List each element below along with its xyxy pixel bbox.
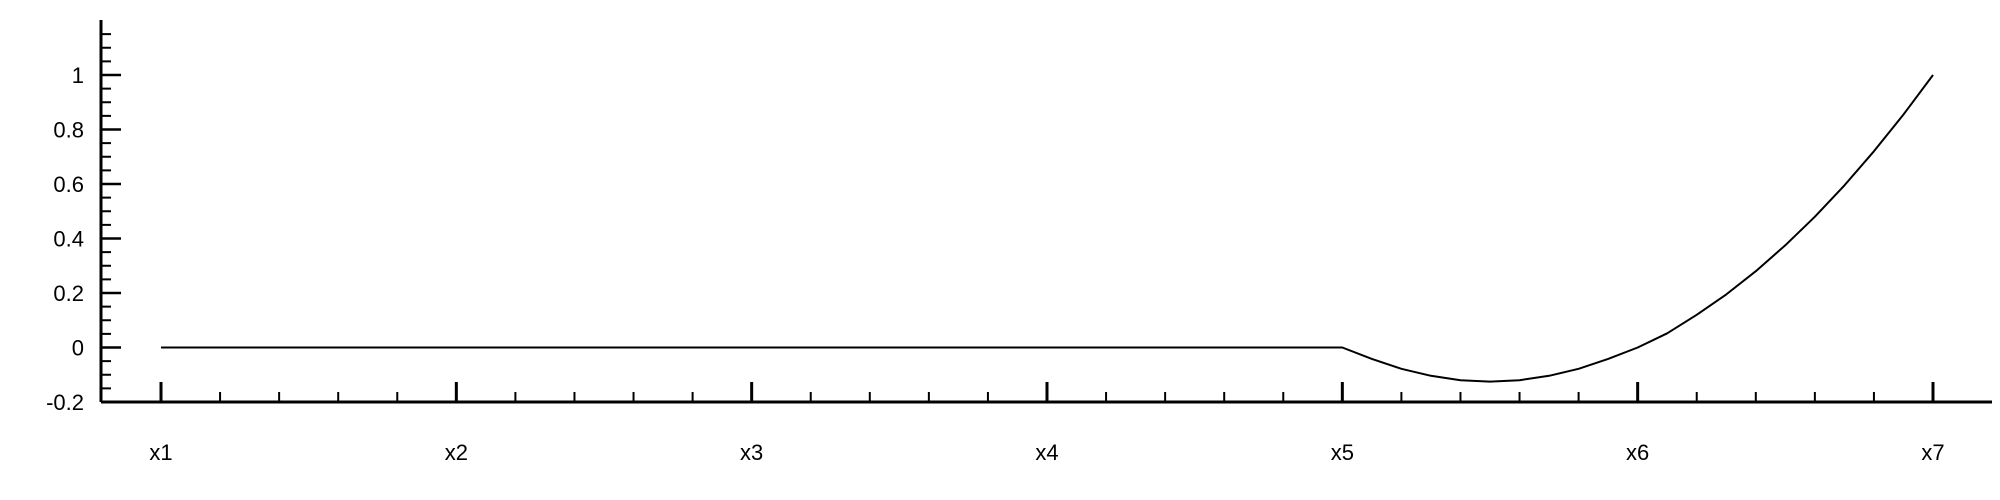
x-tick-label: x3 (740, 440, 763, 465)
series-line-1 (161, 74, 1934, 383)
y-tick-label: 0.6 (53, 172, 84, 197)
y-tick-label: 0.2 (53, 281, 84, 306)
series-layer (161, 74, 1934, 383)
y-tick-label: 1 (72, 63, 84, 88)
x-tick-label: x1 (149, 440, 172, 465)
x-tick-label: x2 (445, 440, 468, 465)
y-tick-label: -0.2 (46, 390, 84, 415)
y-ticks: -0.2 0 0.2 0.4 0.6 0.8 1 (46, 33, 121, 415)
x-tick-label: x5 (1331, 440, 1354, 465)
axes (99, 20, 1992, 404)
x-tick-label: x7 (1921, 440, 1944, 465)
x-tick-label: x6 (1626, 440, 1649, 465)
y-tick-label: 0.8 (53, 118, 84, 143)
y-tick-label: 0 (72, 336, 84, 361)
y-tick-label: 0.4 (53, 227, 84, 252)
x-ticks: x1 x2 x3 x4 x5 x6 x7 (149, 382, 1945, 465)
x-tick-label: x4 (1035, 440, 1058, 465)
